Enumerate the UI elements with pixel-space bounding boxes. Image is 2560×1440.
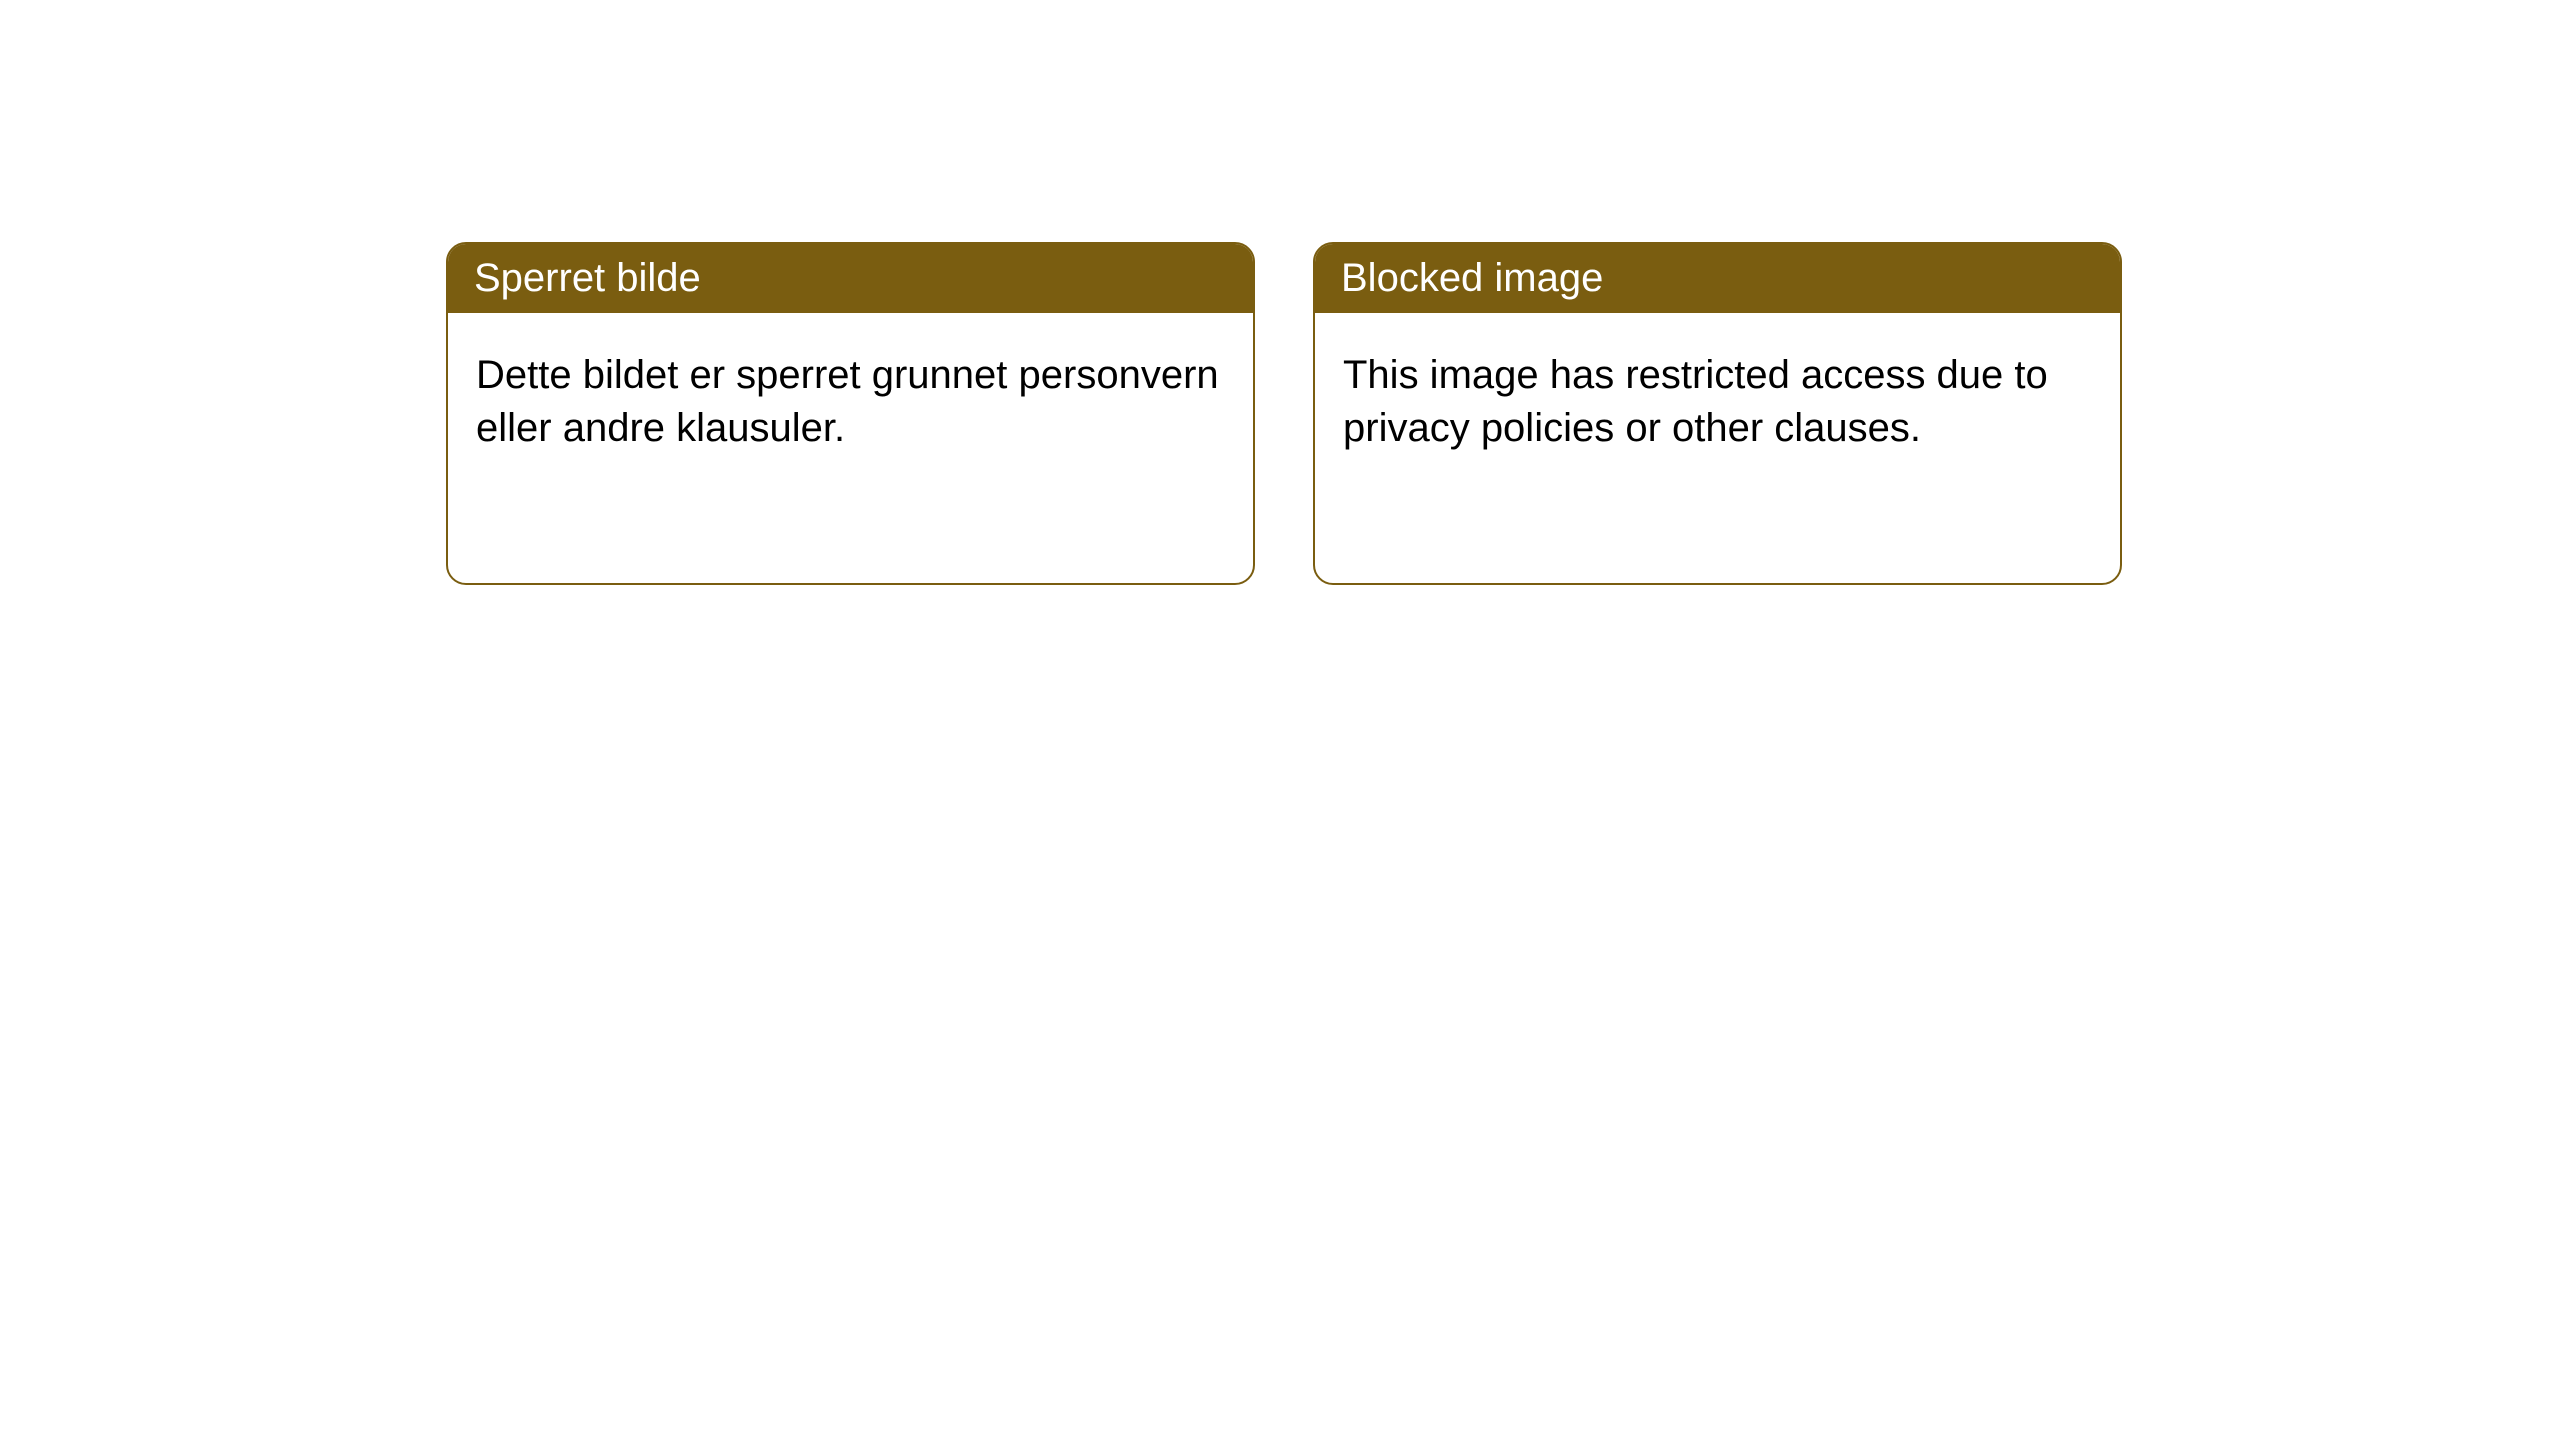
blocked-image-card-no: Sperret bilde Dette bildet er sperret gr…	[446, 242, 1255, 585]
card-header: Sperret bilde	[448, 244, 1253, 313]
card-header: Blocked image	[1315, 244, 2120, 313]
card-body: This image has restricted access due to …	[1315, 313, 2120, 491]
card-row: Sperret bilde Dette bildet er sperret gr…	[0, 0, 2560, 585]
blocked-image-card-en: Blocked image This image has restricted …	[1313, 242, 2122, 585]
card-title: Sperret bilde	[474, 256, 701, 300]
card-body-text: Dette bildet er sperret grunnet personve…	[476, 353, 1219, 450]
card-body: Dette bildet er sperret grunnet personve…	[448, 313, 1253, 491]
card-body-text: This image has restricted access due to …	[1343, 353, 2048, 450]
card-title: Blocked image	[1341, 256, 1603, 300]
